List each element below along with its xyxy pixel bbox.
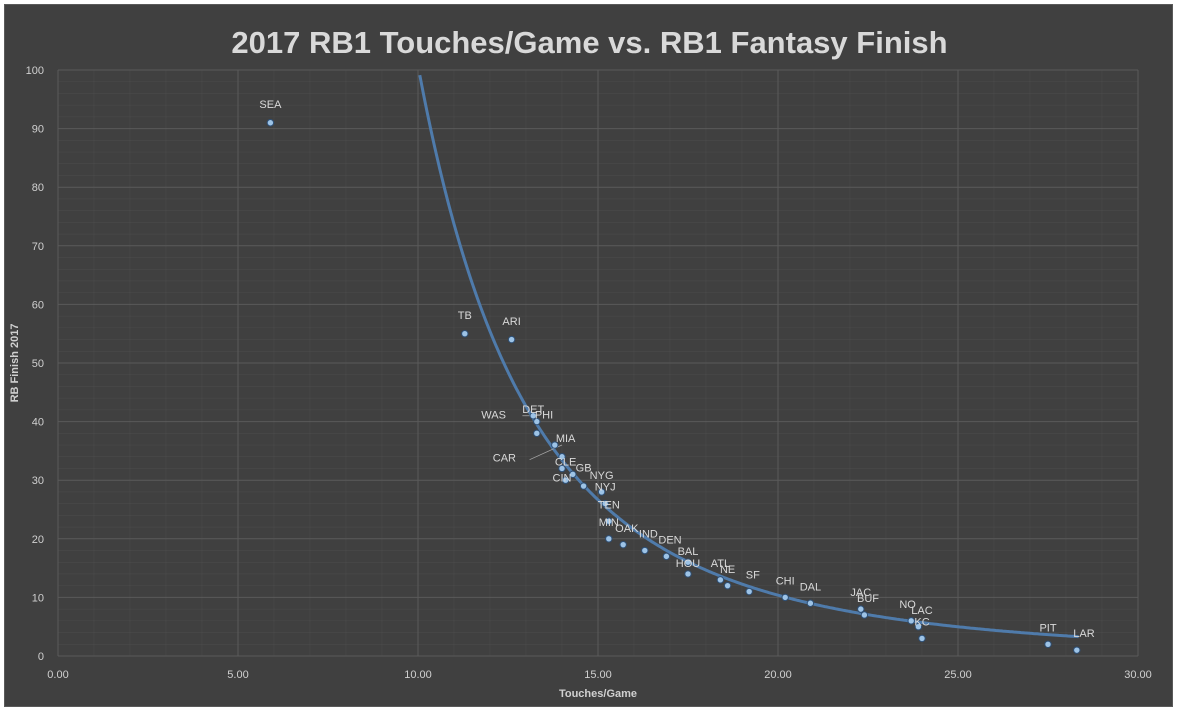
point-label-den: DEN [658,534,681,546]
y-tick-label: 50 [32,358,44,370]
point-label-ari: ARI [502,316,520,328]
x-tick-label: 0.00 [47,669,68,681]
point-label-nyj: NYJ [595,482,616,494]
data-point-atl [716,576,725,584]
y-tick-label: 60 [32,299,44,311]
gridlines [57,69,1139,657]
point-label-kc: KC [914,617,929,629]
y-tick-label: 70 [32,241,44,253]
point-label-was: WAS [481,410,506,422]
data-point-buf [857,605,865,613]
point-label-min: MIN [599,517,619,529]
data-point-mia [551,441,559,449]
point-label-hou: HOU [676,558,701,570]
point-label-phi: PHI [535,410,553,422]
y-tick-label: 90 [32,124,44,136]
point-label-dal: DAL [800,581,821,593]
y-tick-label: 100 [26,65,44,77]
data-point-phi [533,417,541,426]
data-point-pit [918,634,926,643]
data-point-chi [745,587,753,596]
point-label-nyg: NYG [590,470,614,482]
chart-title: 2017 RB1 Touches/Game vs. RB1 Fantasy Fi… [231,25,948,60]
data-point-oak [605,535,613,543]
data-point-nyg [579,482,588,490]
data-point-sf [723,581,732,590]
data-point-nyj [597,488,606,496]
point-label-tb: TB [458,310,472,322]
data-point-ari [507,335,516,344]
y-tick-label: 0 [38,651,44,663]
point-label-chi: CHI [776,576,795,588]
x-tick-label: 5.00 [227,669,248,681]
data-point-hou [684,558,692,566]
y-axis-title: RB Finish 2017 [9,324,21,403]
data-point-bal [662,552,671,561]
data-point [1073,646,1081,654]
trendline [418,74,1079,639]
point-label-lac: LAC [911,605,932,617]
x-axis-title: Touches/Game [559,688,637,700]
point-label-det: DET [522,404,544,416]
data-point-tb [461,330,469,338]
point-label-mia: MIA [556,433,576,445]
data-point-ten [601,499,609,508]
y-tick-label: 40 [32,417,44,429]
x-tick-label: 15.00 [584,669,612,681]
point-label-jac: JAC [850,587,871,599]
x-tick-label: 25.00 [944,669,972,681]
x-tick-label: 30.00 [1124,669,1152,681]
y-tick-label: 30 [32,475,44,487]
point-label-atl: ATL [711,558,730,570]
data-points [266,119,1081,654]
point-label-buf: BUF [857,593,879,605]
point-label-cin: CIN [553,472,572,484]
chart-area: 2017 RB1 Touches/Game vs. RB1 Fantasy Fi… [4,4,1173,707]
data-point-det [529,412,537,420]
data-point-ind [619,540,627,549]
data-point-sea [266,119,275,127]
point-label-pit: PIT [1039,622,1056,634]
point-label-ind: IND [639,529,658,541]
data-point-gb [569,470,577,479]
data-point-min [605,517,613,525]
data-point-ne [684,570,692,578]
data-point-den [641,546,649,555]
x-tick-label: 20.00 [764,669,792,681]
data-point-lar [1044,640,1052,648]
point-label-gb: GB [576,462,592,474]
data-point-kc [914,623,923,631]
data-point-lac [907,617,915,625]
data-point-car [558,453,566,461]
point-label-sea: SEA [259,99,282,111]
point-label-car: CAR [493,452,516,464]
data-point-was [533,429,541,438]
point-label-sf: SF [746,570,760,582]
data-point-no [860,611,869,619]
data-point-cle [558,464,566,473]
point-label-oak: OAK [615,523,639,535]
data-point-dal [781,593,789,602]
y-tick-label: 10 [32,592,44,604]
data-point-cin [561,476,570,484]
x-axis-ticks: 0.00 5.00 10.00 15.00 20.00 25.00 30.00 [47,669,1151,681]
y-tick-label: 20 [32,534,44,546]
y-tick-label: 80 [32,182,44,194]
data-point-jac [806,599,815,607]
point-label-bal: BAL [678,546,699,558]
y-axis-ticks: 0 10 20 30 40 50 60 70 80 90 100 [26,65,44,663]
point-label-ten: TEN [598,499,620,511]
point-label-cle: CLE [555,457,576,469]
x-tick-label: 10.00 [404,669,432,681]
point-label-ne: NE [720,564,735,576]
point-label-no: NO [899,599,916,611]
point-label-lar: LAR [1073,628,1094,640]
